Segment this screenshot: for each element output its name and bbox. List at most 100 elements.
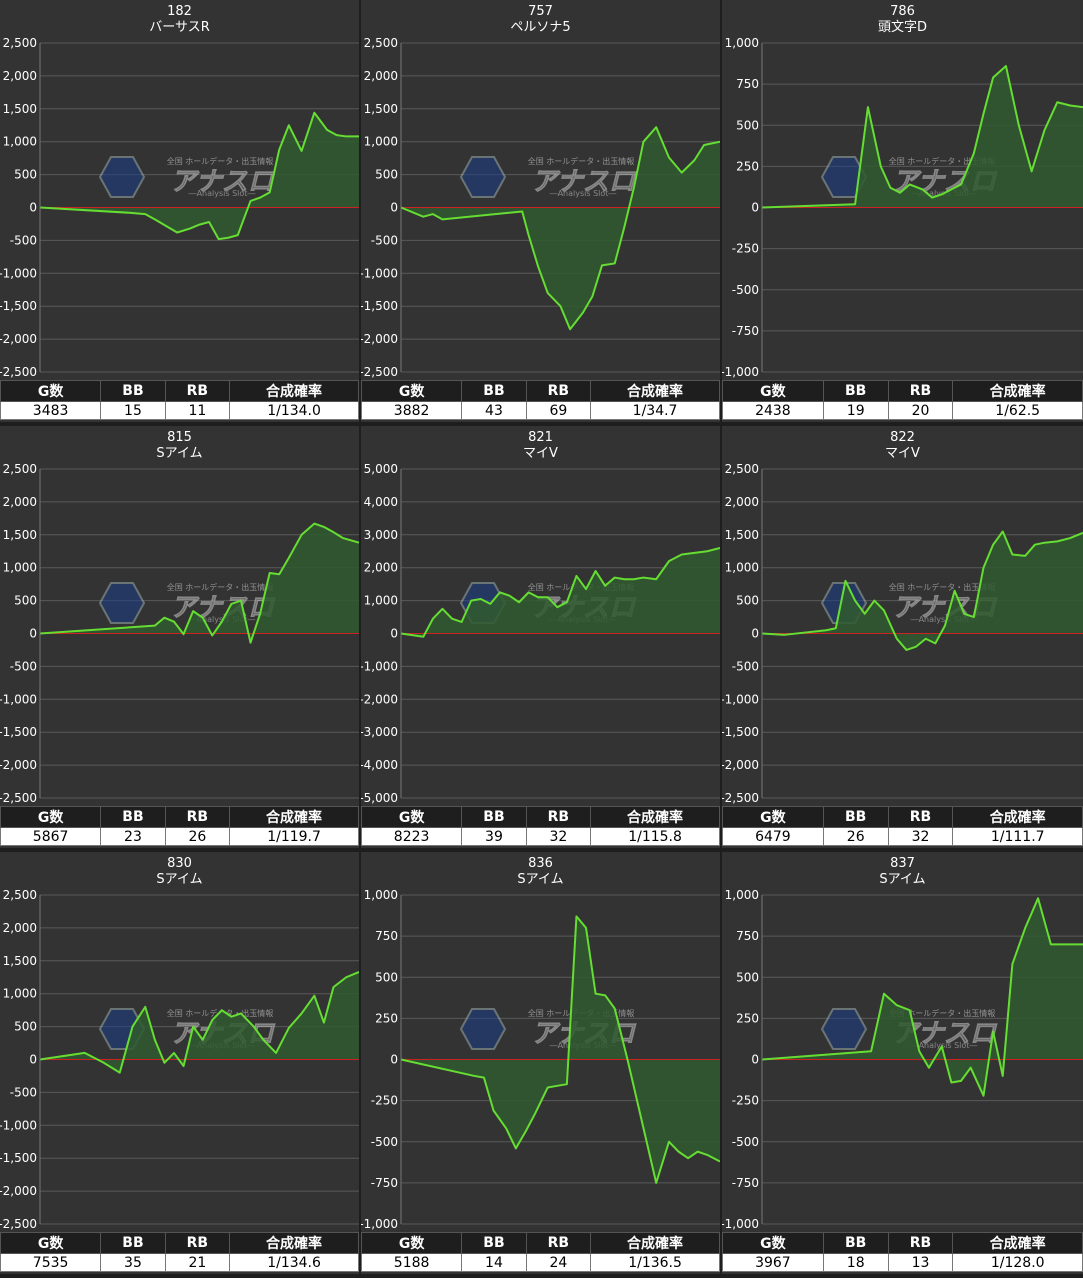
stats-table: G数 BB RB 合成確率 7535 35 21 1/134.6	[0, 1232, 359, 1272]
y-tick-label: 0	[390, 201, 398, 215]
stats-header-cell: G数	[0, 806, 102, 828]
stats-value-cell: 32	[525, 827, 592, 846]
series-line	[761, 530, 1083, 651]
stats-header-cell: RB	[525, 1232, 592, 1254]
stats-value-row: 3967 18 13 1/128.0	[722, 1253, 1083, 1272]
series-line	[400, 126, 720, 331]
stats-value-row: 5188 14 24 1/136.5	[361, 1253, 720, 1272]
y-tick-label: -250	[371, 1094, 398, 1108]
stats-header-cell: BB	[461, 1232, 527, 1254]
balance-chart: 5,000 4,000 3,000 2,000 1,000 0 -1,000 -2,000 -3…	[361, 462, 720, 805]
machine-panel[interactable]: 5,000 4,000 3,000 2,000 1,000 0 -1,000 -2,000 -3…	[361, 426, 720, 848]
series-area	[762, 531, 1083, 650]
stats-header-cell: 合成確率	[590, 806, 720, 828]
stats-header-cell: 合成確率	[229, 380, 359, 402]
series-area	[401, 547, 720, 637]
y-tick-label: 0	[390, 627, 398, 641]
stats-value-cell: 1/134.6	[229, 1253, 359, 1272]
machine-number: 786	[890, 4, 915, 19]
stats-header-cell: G数	[722, 806, 824, 828]
stats-header-row: G数 BB RB 合成確率	[361, 380, 720, 402]
series-line	[761, 65, 1083, 209]
stats-value-cell: 1/115.8	[590, 827, 720, 846]
y-tick-label: 1,000	[364, 594, 398, 608]
machine-panel[interactable]: 2,500 2,000 1,500 1,000 500 0 -500 -1,000 -1,500…	[0, 852, 359, 1274]
y-tick-label: 2,500	[725, 462, 759, 476]
stats-value-cell: 1/62.5	[952, 401, 1083, 420]
y-tick-label: 2,000	[3, 495, 37, 509]
series-line	[400, 915, 720, 1184]
stats-value-cell: 1/134.0	[229, 401, 359, 420]
y-tick-label: 2,000	[364, 69, 398, 83]
stats-header-cell: 合成確率	[590, 1232, 720, 1254]
machine-number: 836	[528, 856, 553, 871]
hexagon-icon	[98, 582, 146, 624]
machine-number: 182	[167, 4, 192, 19]
stats-header-row: G数 BB RB 合成確率	[722, 1232, 1083, 1254]
machine-panel[interactable]: 2,500 2,000 1,500 1,000 500 0 -500 -1,000 -1,500…	[722, 426, 1083, 848]
machine-panel[interactable]: 2,500 2,000 1,500 1,000 500 0 -500 -1,000 -1,500…	[0, 426, 359, 848]
panel-header: 836 Sアイム	[361, 856, 720, 888]
y-tick-label: 1,000	[725, 888, 759, 902]
y-tick-label: -1,000	[0, 266, 37, 280]
y-tick-label: -250	[732, 242, 759, 256]
y-tick-label: 2,000	[3, 69, 37, 83]
series-area	[40, 523, 359, 643]
y-tick-label: 4,000	[364, 495, 398, 509]
stats-header-cell: G数	[361, 1232, 463, 1254]
watermark-subtitle: ―Analysis Slot―	[911, 615, 978, 624]
machine-panel[interactable]: 2,500 2,000 1,500 1,000 500 0 -500 -1,000 -1,500…	[0, 0, 359, 422]
y-tick-label: -500	[371, 1135, 398, 1149]
y-tick-label: -1,000	[722, 692, 759, 706]
series-area	[401, 916, 720, 1183]
stats-value-cell: 8223	[361, 827, 463, 846]
y-tick-label: 1,000	[725, 36, 759, 50]
series-line	[39, 522, 359, 644]
stats-value-cell: 2438	[722, 401, 824, 420]
stats-header-cell: G数	[361, 380, 463, 402]
y-tick-label: 250	[736, 1011, 759, 1025]
stats-header-cell: BB	[822, 380, 889, 402]
stats-value-cell: 23	[100, 827, 166, 846]
y-tick-label: -500	[732, 659, 759, 673]
stats-value-cell: 20	[887, 401, 954, 420]
y-tick-label: 500	[14, 1020, 37, 1034]
stats-table: G数 BB RB 合成確率 5867 23 26 1/119.7	[0, 806, 359, 846]
watermark-tagline: 全国 ホールデータ・出玉情報	[889, 156, 996, 166]
y-tick-label: -500	[10, 233, 37, 247]
watermark-subtitle: ―Analysis Slot―	[550, 189, 617, 198]
stats-header-row: G数 BB RB 合成確率	[0, 380, 359, 402]
y-tick-label: 1,500	[3, 102, 37, 116]
stats-value-cell: 21	[164, 1253, 231, 1272]
machine-number: 815	[167, 430, 192, 445]
y-tick-label: 1,500	[725, 528, 759, 542]
stats-header-cell: 合成確率	[590, 380, 720, 402]
balance-chart: 2,500 2,000 1,500 1,000 500 0 -500 -1,000 -1,500…	[361, 36, 720, 379]
balance-chart: 1,000 750 500 250 0 -250 -500 -750 -1,000 全国 ホールデ…	[722, 36, 1083, 379]
machine-panel[interactable]: 2,500 2,000 1,500 1,000 500 0 -500 -1,000 -1,500…	[361, 0, 720, 422]
y-tick-label: -2,000	[0, 332, 37, 346]
y-tick-label: 500	[375, 168, 398, 182]
stats-header-cell: RB	[164, 380, 231, 402]
stats-header-row: G数 BB RB 合成確率	[361, 1232, 720, 1254]
machine-name: ペルソナ5	[510, 20, 571, 35]
panel-header: 822 マイV	[722, 430, 1083, 462]
y-tick-label: 0	[751, 1053, 759, 1067]
stats-value-row: 7535 35 21 1/134.6	[0, 1253, 359, 1272]
stats-value-cell: 32	[887, 827, 954, 846]
stats-value-cell: 3483	[0, 401, 102, 420]
watermark-subtitle: ―Analysis Slot―	[189, 189, 256, 198]
stats-value-cell: 43	[461, 401, 527, 420]
y-tick-label: -2,500	[0, 365, 37, 379]
stats-value-cell: 5188	[361, 1253, 463, 1272]
machine-name: Sアイム	[879, 872, 926, 887]
stats-header-row: G数 BB RB 合成確率	[0, 1232, 359, 1254]
y-tick-label: -500	[371, 233, 398, 247]
stats-value-cell: 35	[100, 1253, 166, 1272]
watermark-tagline: 全国 ホールデータ・出玉情報	[528, 156, 635, 166]
watermark-subtitle: ―Analysis Slot―	[911, 1041, 978, 1050]
